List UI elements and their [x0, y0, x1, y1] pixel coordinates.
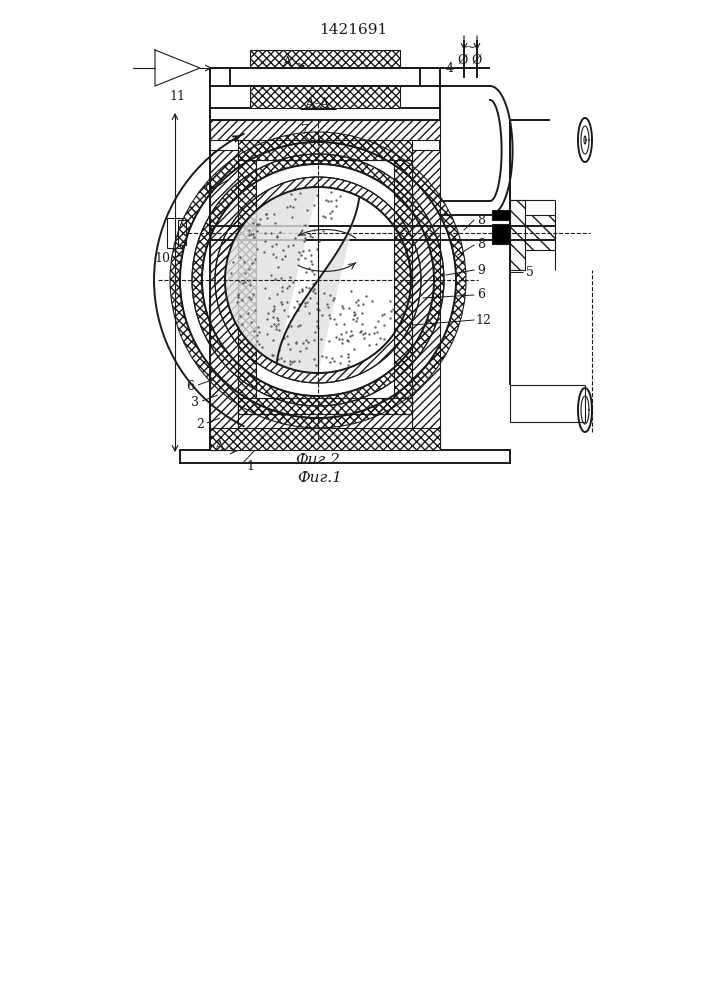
Bar — [210, 108, 440, 120]
Bar — [210, 428, 440, 450]
Text: А: А — [284, 55, 293, 68]
Bar — [178, 220, 186, 245]
Bar — [525, 215, 555, 250]
Text: 6: 6 — [186, 380, 194, 393]
Bar — [250, 86, 400, 108]
Text: 8: 8 — [477, 214, 485, 227]
Bar — [250, 50, 400, 68]
Bar — [210, 150, 238, 450]
Text: 3: 3 — [191, 396, 199, 410]
Circle shape — [226, 188, 410, 372]
Text: 7: 7 — [301, 123, 309, 136]
Bar — [492, 224, 510, 244]
Bar — [238, 398, 412, 414]
Bar — [412, 150, 440, 450]
Text: 10: 10 — [154, 251, 170, 264]
Bar — [210, 120, 440, 140]
Bar — [180, 450, 510, 463]
Bar — [394, 160, 412, 414]
Text: Ø: Ø — [472, 53, 482, 66]
Text: 5: 5 — [526, 265, 534, 278]
Polygon shape — [225, 187, 359, 373]
Text: Фиг.1: Фиг.1 — [298, 471, 342, 485]
Text: 4: 4 — [446, 62, 454, 75]
Text: 12: 12 — [475, 314, 491, 326]
Bar — [210, 68, 440, 86]
Text: 8: 8 — [477, 238, 485, 251]
Text: 1421691: 1421691 — [319, 23, 387, 37]
Bar — [510, 200, 525, 270]
Bar — [510, 385, 585, 422]
Bar — [238, 140, 412, 160]
Text: 1: 1 — [246, 460, 254, 474]
Bar — [492, 210, 510, 220]
Text: 9: 9 — [477, 263, 485, 276]
Bar — [238, 414, 412, 428]
Text: ~: ~ — [464, 41, 477, 55]
Text: Ø: Ø — [458, 53, 468, 66]
Bar — [167, 218, 182, 248]
Text: 9: 9 — [204, 184, 212, 196]
Text: 2: 2 — [196, 418, 204, 432]
Text: 11: 11 — [169, 90, 185, 103]
Bar — [230, 68, 420, 86]
Text: 6: 6 — [477, 288, 485, 302]
Text: Фиг.2: Фиг.2 — [296, 453, 341, 467]
Bar — [256, 160, 394, 398]
Text: А-А: А-А — [305, 97, 331, 111]
Bar — [238, 160, 256, 414]
Text: А: А — [215, 440, 225, 454]
